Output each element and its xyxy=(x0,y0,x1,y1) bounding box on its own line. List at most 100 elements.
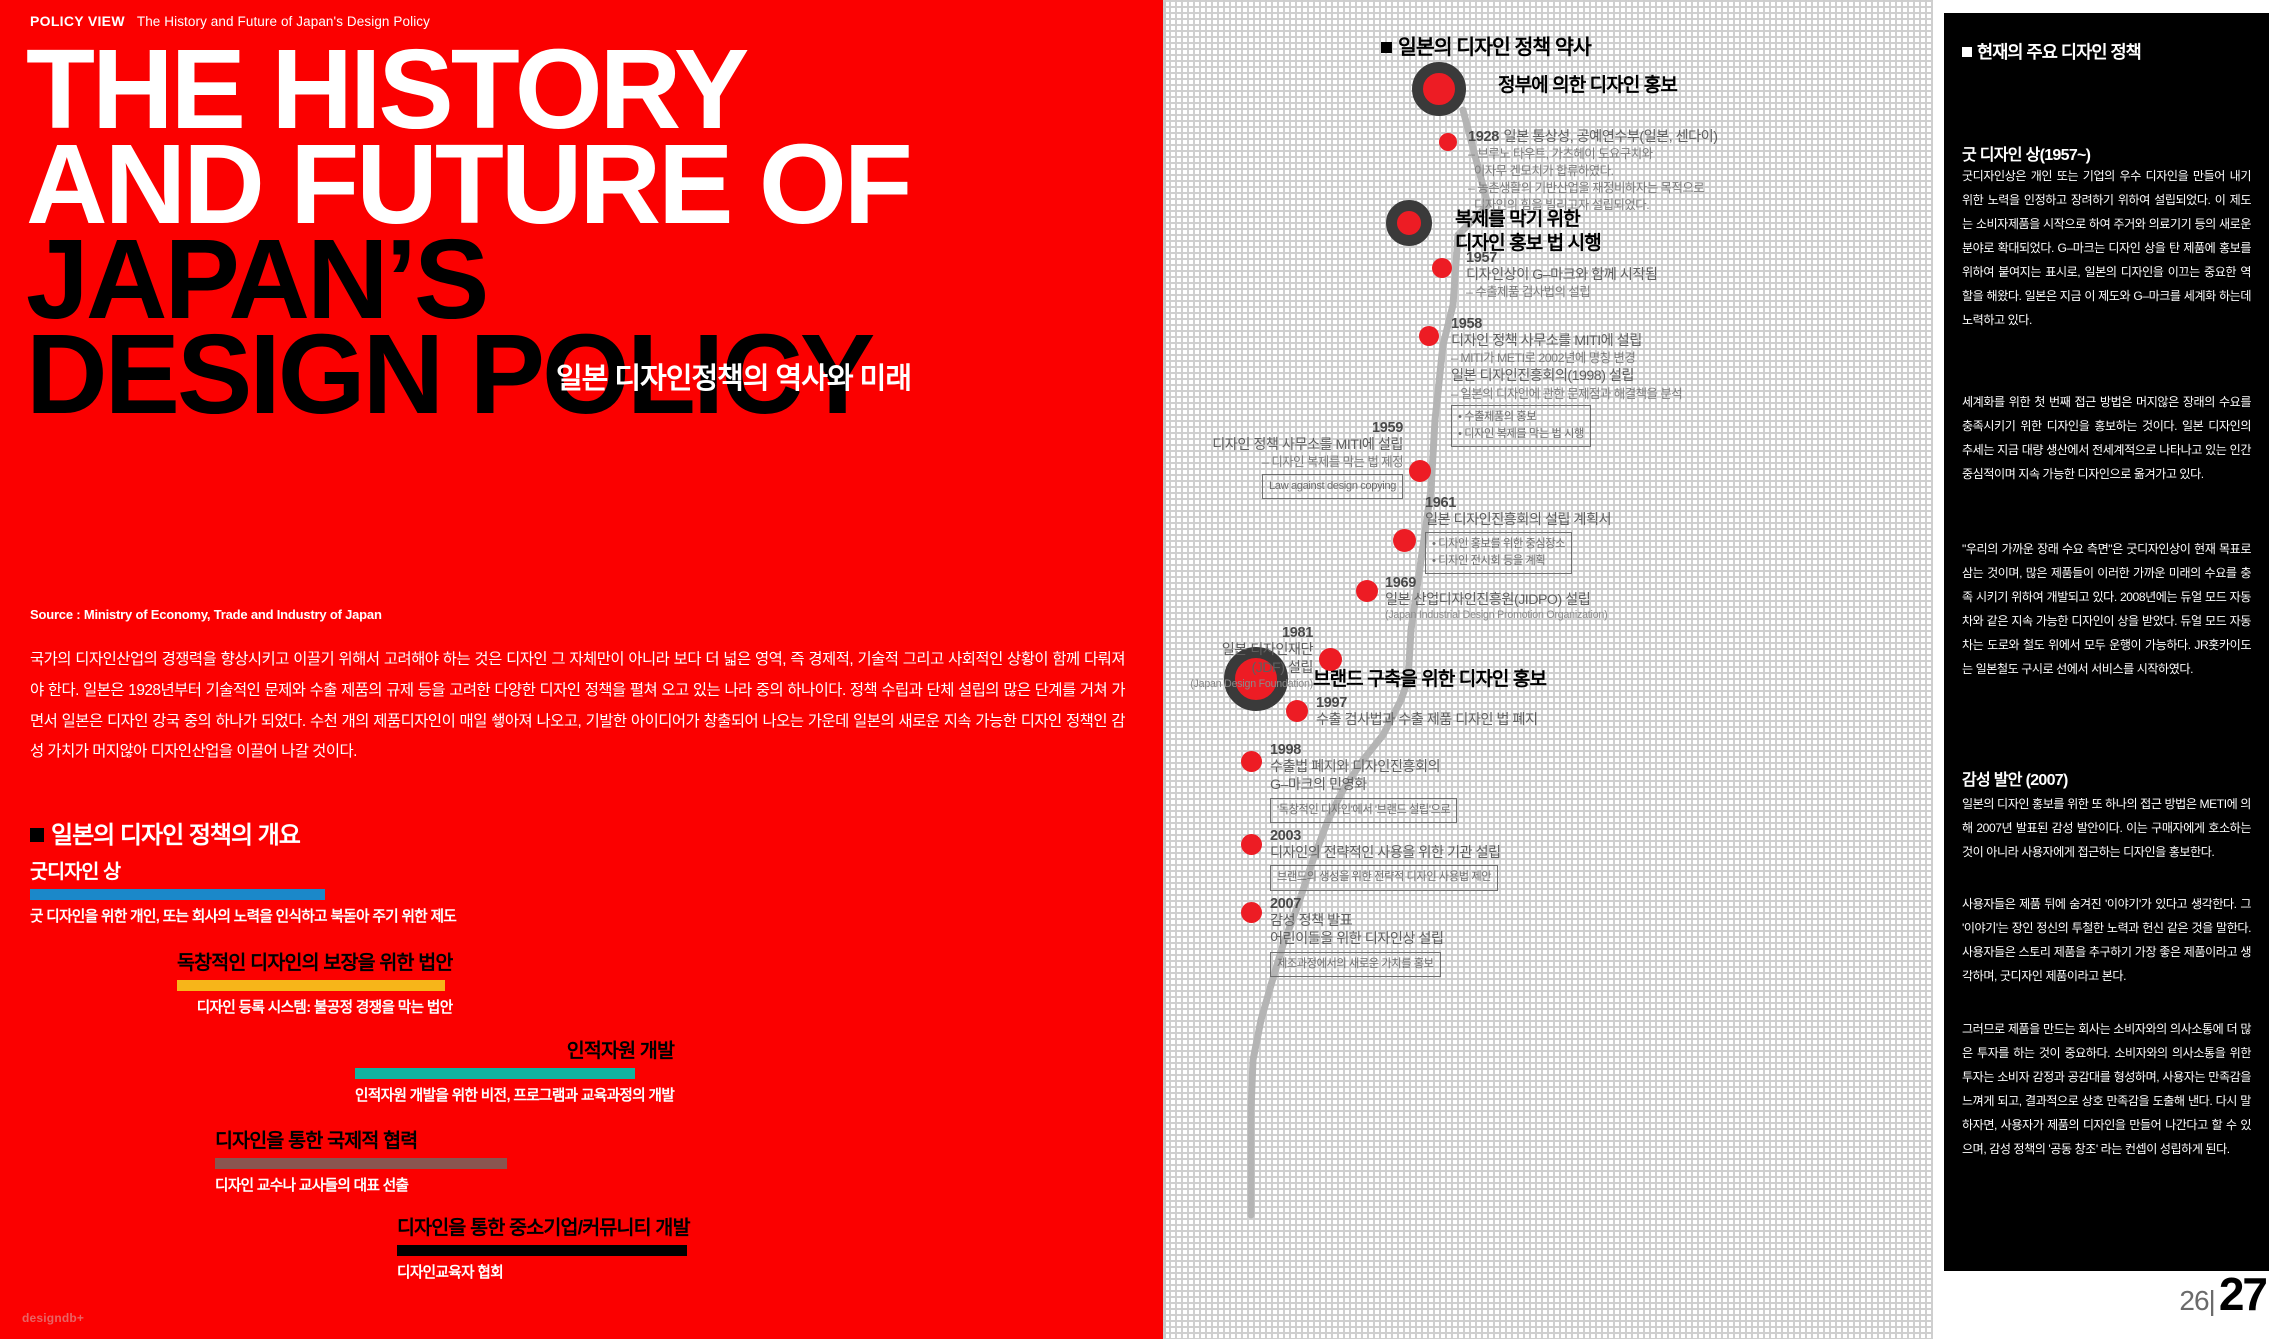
timeline-node-2007 xyxy=(1241,902,1262,923)
current-policy-heading: 현재의 주요 디자인 정책 xyxy=(1962,39,2142,64)
event-main: 일본 디자인재단 (JDF) 설립 xyxy=(1221,642,1314,677)
event-main: 수출 검사법과 수출 제품 디자인 법 폐지 xyxy=(1316,712,1538,728)
event-year: 1958 xyxy=(1451,316,1483,332)
section-1-title: 굿 디자인 상(1957~) xyxy=(1962,147,2091,164)
event-year: 1981 xyxy=(1281,625,1313,641)
callout-line: • 디자인 홍보를 위한 중심장소 xyxy=(1432,538,1566,551)
event-main-2: 일본 디자인진흥회의(1998) 설립 xyxy=(1451,368,1634,385)
policy-item-desc: 굿 디자인을 위한 개인, 또는 회사의 노력을 인식하고 북돋아 주기 위한 … xyxy=(30,909,457,925)
right-panel: 현재의 주요 디자인 정책 굿 디자인 상(1957~) 굿디자인상은 개인 또… xyxy=(1933,0,2284,1339)
event-main: 수출법 폐지와 디자인진흥회의 G–마크의 민영화 xyxy=(1270,759,1441,794)
square-bullet-icon xyxy=(1381,42,1392,53)
hero-line-2: AND FUTURE OF xyxy=(26,120,913,247)
callout-line: • 수출제품의 홍보 xyxy=(1458,411,1537,424)
timeline-event-1961: 1961 일본 디자인진흥회의 설립 계획서 • 디자인 홍보를 위한 중심장소… xyxy=(1425,495,1725,574)
section-2-paragraph-3: 그러므로 제품을 만드는 회사는 소비자와의 의사소통에 더 많은 투자를 하는… xyxy=(1962,1022,2251,1156)
timeline-phase-label-2: 복제를 막기 위한 디자인 홍보 법 시행 xyxy=(1455,209,1602,255)
policy-item-2: 인적자원 개발 인적자원 개발을 위한 비전, 프로그램과 교육과정의 개발 xyxy=(355,1034,675,1105)
event-sub-2: – 일본의 디자인에 관한 문제점과 해결책을 분석 xyxy=(1451,386,1683,401)
event-main: 감성 정책 발표 어린이들을 위한 디자인상 설립 xyxy=(1270,913,1444,948)
timeline-panel: 일본의 디자인 정책 약사 정부에 의한 디자인 홍보 복제를 막기 위한 디자… xyxy=(1163,0,1933,1339)
intro-paragraph: 국가의 디자인산업의 경쟁력을 향상시키고 이끌기 위해서 고려해야 하는 것은… xyxy=(30,651,1126,761)
policy-item-title: 독창적인 디자인의 보장을 위한 법안 xyxy=(177,952,453,974)
timeline-phase-label-3: 브랜드 구축을 위한 디자인 홍보 xyxy=(1313,669,1547,690)
timeline-path xyxy=(1247,106,1492,1219)
hero-title: THE HISTORY AND FUTURE OF JAPAN’S DESIGN… xyxy=(26,33,1146,437)
kicker-label: POLICY VIEW xyxy=(30,13,125,29)
timeline-phase-label-1: 정부에 의한 디자인 홍보 xyxy=(1498,75,1678,96)
event-callout-box: • 디자인 홍보를 위한 중심장소 • 디자인 전시회 등을 계획 xyxy=(1425,532,1573,574)
event-sub: – MITI가 METI로 2002년에 명칭 변경 xyxy=(1451,351,1636,366)
timeline-node-1998 xyxy=(1241,751,1262,772)
event-sub: 디자인의 힘을 빌리고자 설립되었다. xyxy=(1468,197,1650,212)
callout-line: Law against design copying xyxy=(1268,480,1396,493)
policy-item-bar xyxy=(215,1158,507,1169)
timeline-node-1957 xyxy=(1432,258,1452,278)
timeline-node-1958 xyxy=(1419,326,1439,346)
policy-item-desc: 디자인 등록 시스템: 불공정 경쟁을 막는 법안 xyxy=(196,1000,453,1016)
section-1-paragraph-2: 세계화를 위한 첫 번째 접근 방법은 머지않은 장래의 수요를 충족시키기 위… xyxy=(1962,395,2251,481)
page-number-right: 27 xyxy=(2218,1268,2268,1320)
policy-item-title: 디자인을 통한 국제적 협력 xyxy=(215,1130,418,1152)
hero-korean-subtitle: 일본 디자인정책의 역사와 미래 xyxy=(556,363,912,395)
timeline-node-1928 xyxy=(1439,133,1457,151)
timeline-event-2003: 2003 디자인의 전략적인 사용을 위한 기관 설립 브랜드의 생성을 위한 … xyxy=(1270,828,1610,891)
timeline-event-1958: 1958 디자인 정책 사무소를 MITI에 설립 – MITI가 METI로 … xyxy=(1451,316,1771,447)
current-policy-heading-text: 현재의 주요 디자인 정책 xyxy=(1977,42,2142,62)
timeline-phase-node-2 xyxy=(1386,200,1432,246)
event-callout-box: 브랜드의 생성을 위한 전략적 디자인 사용법 제안 xyxy=(1270,865,1499,891)
event-main: 디자인 정책 사무소를 MITI에 설립 xyxy=(1451,333,1642,349)
event-main: 디자인의 전략적인 사용을 위한 기관 설립 xyxy=(1270,845,1501,861)
policy-item-title: 굿디자인 상 xyxy=(30,861,121,883)
policy-item-title: 인적자원 개발 xyxy=(566,1040,675,1062)
policy-item-4: 디자인을 통한 중소기업/커뮤니티 개발 디자인교육자 협회 xyxy=(397,1211,691,1282)
square-bullet-icon xyxy=(1962,47,1972,57)
callout-line: 제조과정에서의 새로운 가치를 홍보 xyxy=(1277,957,1434,970)
policy-item-3: 디자인을 통한 국제적 협력 디자인 교수나 교사들의 대표 선출 xyxy=(215,1124,507,1195)
hero-line-4: DESIGN POLICY xyxy=(26,310,875,437)
event-headline: 일본 통상성, 공예연수부(일본, 센다이) xyxy=(1503,129,1718,145)
hero-line-3: JAPAN’S xyxy=(26,215,489,342)
policy-item-1: 독창적인 디자인의 보장을 위한 법안 디자인 등록 시스템: 불공정 경쟁을 … xyxy=(177,946,453,1017)
event-year: 1959 xyxy=(1371,420,1403,436)
left-red-panel: POLICY VIEW The History and Future of Ja… xyxy=(0,0,1163,1339)
timeline-node-1961 xyxy=(1393,529,1416,552)
policy-item-bar xyxy=(177,980,445,991)
timeline-event-1998: 1998 수출법 폐지와 디자인진흥회의 G–마크의 민영화 '독창적인 디자인… xyxy=(1270,742,1600,824)
policy-item-desc: 디자인교육자 협회 xyxy=(397,1265,504,1281)
policy-item-bar xyxy=(397,1245,687,1256)
timeline-event-1957: 1957 디자인상이 G–마크와 함께 시작됨 – 수출제품 검사법의 설립 xyxy=(1466,250,1756,301)
policy-item-bar xyxy=(30,889,325,900)
event-english: (Japan Design Foundation) xyxy=(1190,677,1313,690)
section-2-title: 감성 발안 (2007) xyxy=(1962,772,2068,789)
timeline-event-1928: 1928 일본 통상성, 공예연수부(일본, 센다이) – 브루노 타우트, 가… xyxy=(1468,128,1768,213)
policy-item-0: 굿디자인 상 굿 디자인을 위한 개인, 또는 회사의 노력을 인식하고 북돋아… xyxy=(30,855,457,926)
event-sub: 이자무 겐모치가 합류하였다. xyxy=(1468,164,1614,179)
event-main: 디자인상이 G–마크와 함께 시작됨 xyxy=(1466,267,1658,283)
event-year: 1928 xyxy=(1468,129,1500,145)
event-english: (Japan Industrial Design Promotion Organ… xyxy=(1385,609,1608,622)
callout-line: • 디자인 전시회 등을 계획 xyxy=(1432,554,1546,567)
square-bullet-icon xyxy=(30,828,44,842)
callout-line: 브랜드의 생성을 위한 전략적 디자인 사용법 제안 xyxy=(1277,871,1492,884)
policy-item-bar xyxy=(355,1068,635,1079)
event-sub: – 농촌생활의 기반산업을 재정비하자는 목적으로 xyxy=(1468,180,1705,195)
overview-heading-text: 일본의 디자인 정책의 개요 xyxy=(51,822,301,849)
policy-item-desc: 디자인 교수나 교사들의 대표 선출 xyxy=(215,1178,409,1194)
panel-divider xyxy=(1163,0,1166,1339)
timeline-node-1997 xyxy=(1286,700,1308,722)
event-main: 디자인 정책 사무소를 MITI에 설립 xyxy=(1212,437,1403,453)
page-number-left: 26| xyxy=(2179,1285,2215,1316)
timeline-phase-node-3 xyxy=(1224,647,1288,711)
kicker: POLICY VIEW The History and Future of Ja… xyxy=(30,13,430,29)
policy-item-title: 디자인을 통한 중소기업/커뮤니티 개발 xyxy=(397,1217,691,1239)
timeline-event-1997: 1997 수출 검사법과 수출 제품 디자인 법 폐지 xyxy=(1316,695,1646,729)
section-1-paragraph-3: "우리의 가까운 장래 수요 측면"은 굿디자인상이 현재 목표로 삼는 것이며… xyxy=(1962,542,2251,676)
event-callout-box: '독창적인 디자인'에서 '브랜드 설립'으로 xyxy=(1270,797,1458,824)
callout-line: '독창적인 디자인'에서 '브랜드 설립'으로 xyxy=(1277,803,1451,816)
event-callout-box: 제조과정에서의 새로운 가치를 홍보 xyxy=(1270,951,1441,978)
source-credit: Source : Ministry of Economy, Trade and … xyxy=(30,607,382,622)
timeline-node-2003 xyxy=(1241,834,1262,855)
timeline-event-1969: 1969 일본 산업디자인진흥원(JIDPO) 설립 (Japan Indust… xyxy=(1385,575,1705,621)
